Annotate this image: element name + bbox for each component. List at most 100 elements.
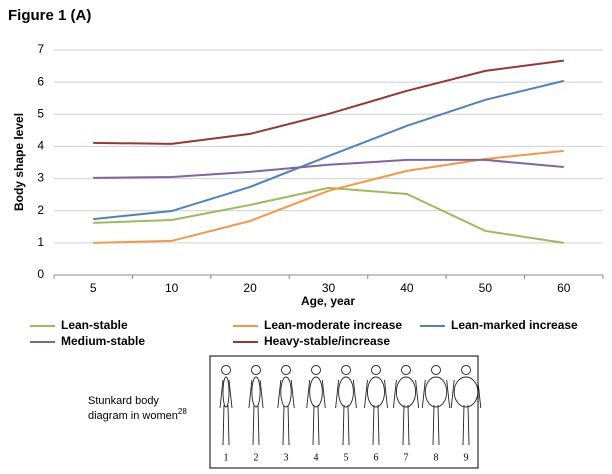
figure-part xyxy=(259,379,264,409)
figure-part xyxy=(282,404,285,446)
figure-part xyxy=(222,404,225,446)
figure-part xyxy=(432,404,435,446)
figure-number: 8 xyxy=(434,452,439,463)
figure-part xyxy=(311,365,321,375)
figure-part xyxy=(371,365,381,375)
inset-frame xyxy=(209,355,479,469)
figure-number: 7 xyxy=(404,452,409,463)
series-line xyxy=(93,79,565,221)
figure-part xyxy=(421,379,426,409)
y-tick-label: 6 xyxy=(37,74,44,88)
inset-caption: Stunkard body xyxy=(88,395,159,407)
figure-number: 6 xyxy=(374,452,379,463)
figure-number: 3 xyxy=(284,452,289,463)
x-tick-label: 10 xyxy=(165,281,179,295)
figure-part xyxy=(431,365,441,375)
figure-part xyxy=(252,404,255,446)
figure-part xyxy=(407,404,410,446)
figure-part xyxy=(415,379,420,409)
body-figure xyxy=(335,365,357,446)
series-line xyxy=(93,158,564,179)
body-figure xyxy=(306,365,326,446)
figure-part xyxy=(467,404,470,446)
figure-part xyxy=(251,376,261,408)
y-tick-label: 5 xyxy=(37,106,44,120)
figure-number: 2 xyxy=(254,452,259,463)
figure-part xyxy=(453,376,479,408)
y-tick-label: 0 xyxy=(37,267,44,281)
legend-label: Medium-stable xyxy=(61,334,145,348)
figure-part xyxy=(309,376,323,408)
body-figure xyxy=(421,365,451,446)
legend-label: Lean-marked increase xyxy=(451,318,578,332)
y-tick-label: 2 xyxy=(37,203,44,217)
y-tick-label: 4 xyxy=(37,139,44,153)
figure-part xyxy=(219,379,224,409)
figure-part xyxy=(347,404,350,446)
figure-part xyxy=(306,379,311,409)
figure-part xyxy=(462,404,465,446)
series-line xyxy=(93,59,564,145)
figure-part xyxy=(312,404,315,446)
figure-part xyxy=(277,379,282,409)
body-figure xyxy=(450,365,482,446)
figure-part xyxy=(338,376,354,408)
figure-part xyxy=(287,404,290,446)
x-tick-label: 50 xyxy=(479,281,493,295)
figure-part xyxy=(281,365,291,375)
figure-part xyxy=(248,379,253,409)
x-tick-label: 40 xyxy=(400,281,414,295)
figure-part xyxy=(402,404,405,446)
legend-label: Heavy-stable/increase xyxy=(264,334,390,348)
body-figure xyxy=(364,365,388,446)
figure-part xyxy=(377,404,380,446)
figure-part xyxy=(221,365,231,375)
figure-part xyxy=(341,365,351,375)
figure-part xyxy=(437,404,440,446)
legend-label: Lean-moderate increase xyxy=(264,318,402,332)
figure-part xyxy=(317,404,320,446)
figure-part xyxy=(290,379,295,409)
figure-part xyxy=(222,376,230,408)
figure-part xyxy=(446,379,451,409)
x-tick-label: 5 xyxy=(90,281,97,295)
inset-ref: 28 xyxy=(178,407,187,416)
chart-title: Figure 1 (A) xyxy=(8,7,91,24)
figure-part xyxy=(424,376,448,408)
body-figure xyxy=(248,365,264,446)
x-tick-label: 30 xyxy=(322,281,336,295)
y-tick-label: 7 xyxy=(37,42,44,56)
figure-part xyxy=(280,376,292,408)
body-figure xyxy=(392,365,420,446)
figure-part xyxy=(335,379,340,409)
figure-part xyxy=(401,365,411,375)
figure-part xyxy=(342,404,345,446)
figure-number: 9 xyxy=(464,452,469,463)
figure-part xyxy=(367,376,385,408)
figure-number: 1 xyxy=(224,452,229,463)
figure-part xyxy=(228,379,233,409)
y-tick-label: 1 xyxy=(37,235,44,249)
figure-part xyxy=(227,404,230,446)
figure-number: 5 xyxy=(344,452,349,463)
figure-part xyxy=(321,379,326,409)
figure-part xyxy=(364,379,368,409)
inset-caption: diagram in women xyxy=(88,410,178,422)
figure-part xyxy=(372,404,375,446)
x-axis-label: Age, year xyxy=(301,294,355,308)
figure-number: 4 xyxy=(314,452,319,463)
x-tick-label: 20 xyxy=(243,281,257,295)
body-figure xyxy=(219,365,233,446)
body-figure xyxy=(277,365,295,446)
figure-part xyxy=(477,379,482,409)
figure-part xyxy=(257,404,260,446)
figure-part xyxy=(392,379,397,409)
figure-part xyxy=(461,365,471,375)
inset-caption: diagram in women28 xyxy=(88,407,187,422)
figure-part xyxy=(384,379,388,409)
y-axis-label: Body shape level xyxy=(12,113,26,211)
x-tick-label: 60 xyxy=(557,281,571,295)
legend-label: Lean-stable xyxy=(61,318,128,332)
figure-part xyxy=(251,365,261,375)
